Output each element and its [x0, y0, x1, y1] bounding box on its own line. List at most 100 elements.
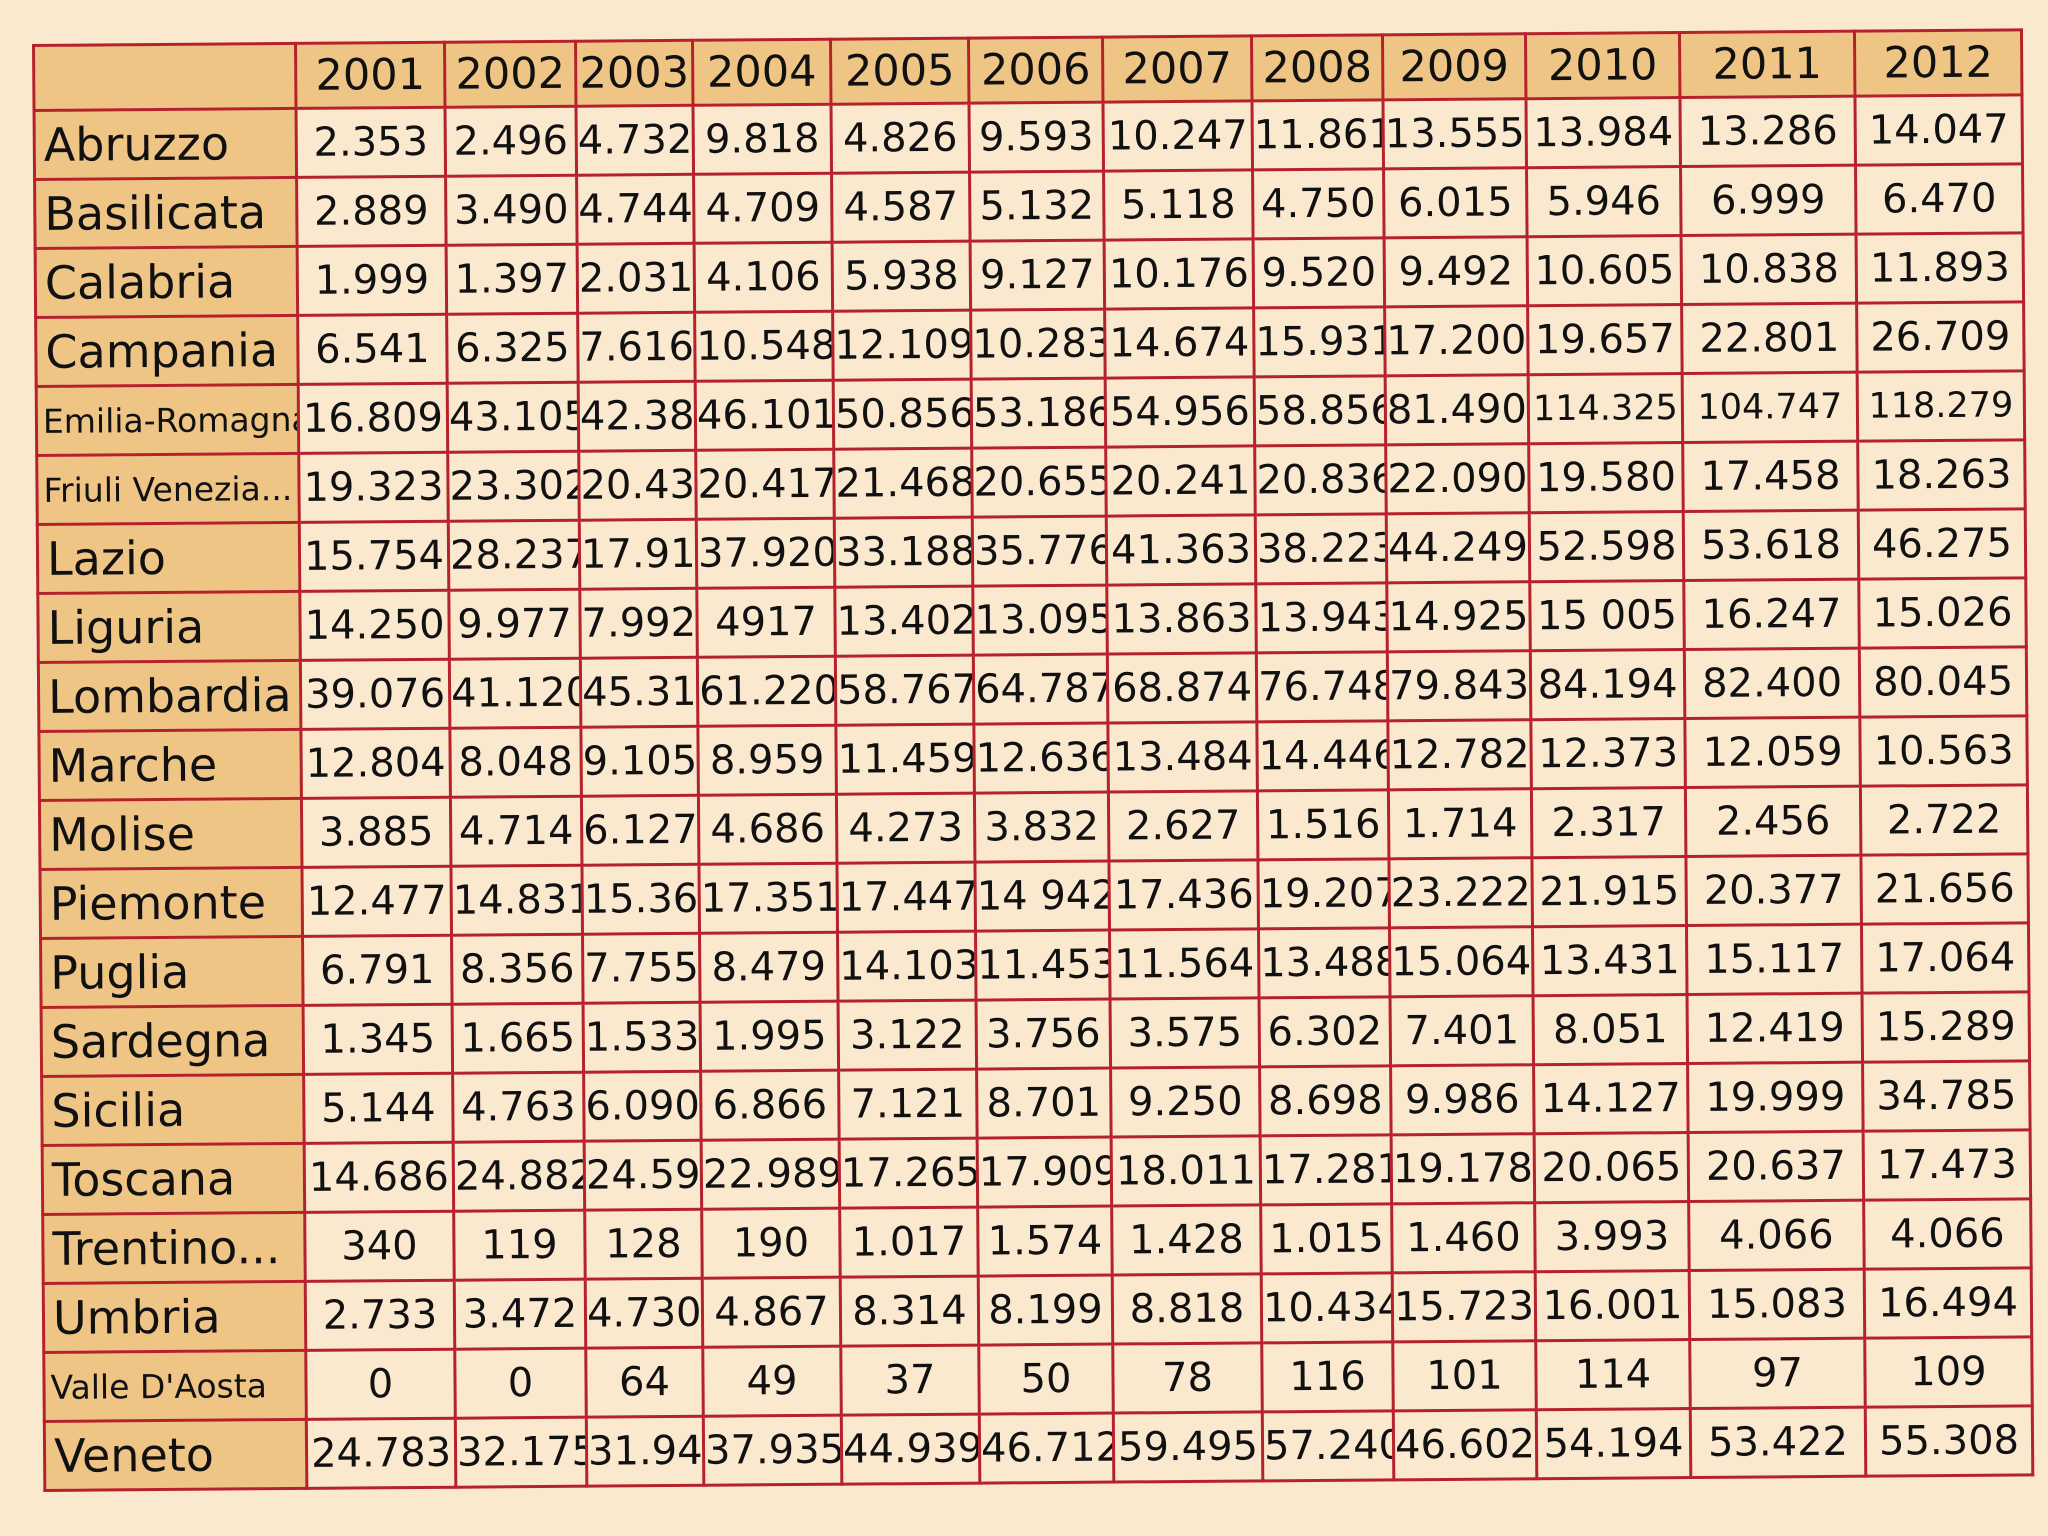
value-cell: 16.809 [298, 383, 448, 454]
value-cell: 6.127 [581, 795, 699, 866]
value-cell: 1.574 [977, 1206, 1113, 1277]
year-header-cell: 2008 [1251, 34, 1383, 101]
value-cell: 8.479 [699, 932, 839, 1003]
value-cell: 15.064 [1389, 926, 1534, 997]
value-cell: 1.015 [1260, 1203, 1393, 1274]
value-cell: 49 [702, 1346, 842, 1417]
value-cell: 14.925 [1386, 581, 1531, 652]
value-cell: 17.064 [1861, 922, 2030, 994]
value-cell: 10.176 [1104, 238, 1254, 310]
value-cell: 17.265 [839, 1138, 978, 1209]
value-cell: 3.832 [974, 792, 1109, 863]
region-label-cell: Abruzzo [34, 108, 297, 180]
value-cell: 34.785 [1862, 1060, 2031, 1132]
value-cell: 14.831 [450, 865, 583, 936]
year-header-cell: 2009 [1382, 33, 1526, 100]
value-cell: 19.178 [1391, 1133, 1535, 1204]
value-cell: 81.490 [1385, 374, 1529, 445]
value-cell: 8.051 [1533, 994, 1688, 1065]
value-cell: 13.984 [1525, 97, 1681, 168]
value-cell: 1.516 [1257, 789, 1389, 860]
value-cell: 4.730 [585, 1278, 703, 1349]
value-cell: 7.755 [582, 933, 701, 1004]
value-cell: 53.186 [971, 378, 1106, 449]
value-cell: 4.273 [836, 793, 975, 864]
value-cell: 13.484 [1107, 721, 1258, 793]
value-cell: 3.122 [838, 1000, 977, 1071]
value-cell: 17.458 [1682, 441, 1859, 512]
value-cell: 19.580 [1528, 442, 1684, 513]
value-cell: 20.065 [1534, 1132, 1689, 1203]
value-cell: 17.473 [1863, 1129, 2031, 1201]
value-cell: 7.401 [1390, 995, 1534, 1066]
value-cell: 13.488 [1258, 927, 1391, 998]
value-cell: 45.312 [580, 657, 698, 728]
value-cell: 12.419 [1687, 993, 1863, 1064]
region-label-cell: Umbria [43, 1281, 306, 1353]
value-cell: 2.733 [305, 1280, 455, 1351]
value-cell: 6.015 [1383, 167, 1528, 238]
value-cell: 15.289 [1862, 991, 2030, 1063]
value-cell: 13.863 [1106, 583, 1257, 655]
value-cell: 14.674 [1104, 307, 1255, 379]
year-header-cell: 2002 [444, 41, 577, 108]
value-cell: 9.492 [1384, 236, 1528, 307]
value-cell: 15.361 [581, 864, 700, 935]
value-cell: 3.993 [1534, 1201, 1690, 1272]
value-cell: 8.818 [1112, 1273, 1262, 1345]
value-cell: 101 [1392, 1340, 1537, 1411]
value-cell: 8.701 [976, 1068, 1112, 1139]
value-cell: 2.889 [296, 176, 447, 247]
value-cell: 4.714 [450, 796, 582, 867]
value-cell: 128 [584, 1209, 703, 1280]
value-cell: 46.712 [979, 1413, 1114, 1484]
value-cell: 4.867 [702, 1277, 841, 1348]
value-cell: 12.109 [832, 310, 972, 381]
value-cell: 17.909 [977, 1137, 1112, 1208]
value-cell: 9.593 [968, 102, 1104, 173]
value-cell: 7.121 [838, 1069, 978, 1140]
year-header-cell: 2007 [1102, 35, 1252, 103]
value-cell: 12.782 [1387, 719, 1532, 790]
value-cell: 53.422 [1690, 1407, 1866, 1478]
value-cell: 33.188 [834, 517, 973, 588]
value-cell: 2.496 [445, 106, 577, 177]
region-label-cell: Toscana [42, 1143, 305, 1215]
value-cell: 190 [701, 1208, 841, 1279]
value-cell: 17.351 [698, 863, 838, 934]
value-cell: 13.431 [1532, 925, 1688, 996]
value-cell: 3.885 [301, 797, 451, 868]
value-cell: 5.946 [1526, 166, 1682, 237]
value-cell: 68.874 [1107, 652, 1257, 724]
value-cell: 24.595 [584, 1140, 702, 1211]
value-cell: 20.655 [971, 447, 1107, 518]
value-cell: 5.132 [969, 171, 1105, 242]
region-label-cell: Campania [35, 315, 299, 387]
value-cell: 114 [1535, 1339, 1691, 1410]
value-cell: 46.275 [1858, 508, 2026, 580]
value-cell: 19.657 [1527, 304, 1683, 375]
value-cell: 5.118 [1103, 169, 1254, 241]
value-cell: 37 [840, 1345, 980, 1416]
value-cell: 1.460 [1391, 1202, 1536, 1273]
value-cell: 4.826 [830, 103, 970, 174]
value-cell: 78 [1112, 1342, 1263, 1414]
value-cell: 13.095 [972, 585, 1108, 656]
region-label-cell: Lombardia [38, 660, 301, 732]
value-cell: 21.915 [1531, 856, 1687, 927]
value-cell: 119 [453, 1210, 586, 1281]
value-cell: 14.686 [304, 1142, 454, 1213]
value-cell: 14.127 [1533, 1063, 1689, 1134]
region-label-cell: Trentino... [42, 1212, 306, 1284]
value-cell: 10.434 [1261, 1272, 1393, 1343]
value-cell: 61.220 [697, 656, 836, 727]
value-cell: 7.616 [577, 312, 696, 383]
year-header-cell: 2012 [1854, 29, 2022, 97]
value-cell: 5.144 [303, 1073, 454, 1144]
value-cell: 8.698 [1259, 1065, 1392, 1136]
value-cell: 1.714 [1388, 788, 1532, 859]
value-cell: 2.456 [1685, 786, 1861, 857]
year-header-cell: 2003 [575, 40, 694, 107]
value-cell: 7.992 [579, 588, 698, 659]
year-header-cell: 2001 [295, 42, 446, 109]
